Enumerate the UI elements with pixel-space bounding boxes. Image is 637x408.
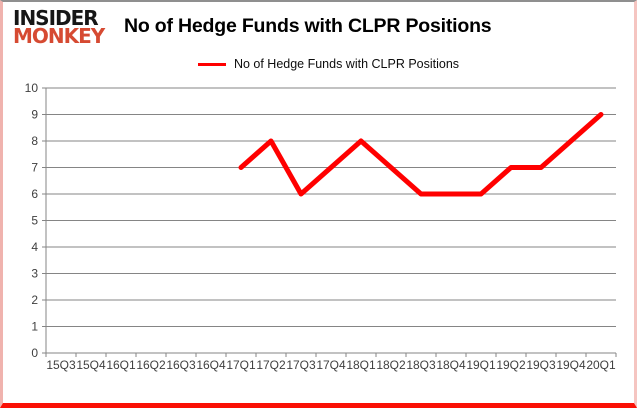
x-axis-label: 16Q3 xyxy=(166,358,196,372)
legend-label: No of Hedge Funds with CLPR Positions xyxy=(233,57,460,71)
y-axis-label: 3 xyxy=(31,267,38,281)
y-axis-label: 6 xyxy=(31,187,38,201)
legend-line-swatch xyxy=(197,62,226,66)
series-line xyxy=(238,112,604,197)
x-axis-label: 16Q2 xyxy=(136,358,166,372)
y-axis-label: 0 xyxy=(31,346,38,360)
x-axis-label: 18Q2 xyxy=(376,358,406,372)
chart-title: No of Hedge Funds with CLPR Positions xyxy=(124,15,492,37)
x-axis-label: 18Q4 xyxy=(436,358,466,372)
x-axis-label: 17Q3 xyxy=(286,358,316,372)
insider-monkey-logo: INSIDER MONKEY xyxy=(13,6,105,48)
x-axis-label: 19Q4 xyxy=(556,358,586,372)
x-axis-label: 19Q3 xyxy=(526,358,556,372)
y-axis-label: 10 xyxy=(25,81,39,95)
x-axis-label: 17Q2 xyxy=(256,358,286,372)
x-axis-label: 16Q1 xyxy=(106,358,136,372)
x-axis-label: 18Q3 xyxy=(406,358,436,372)
logo-text-monkey: MONKEY xyxy=(13,24,105,48)
y-axis-label: 5 xyxy=(31,214,38,228)
y-axis-label: 4 xyxy=(31,240,38,254)
x-axis-label: 19Q2 xyxy=(496,358,526,372)
y-axis-label: 8 xyxy=(31,134,38,148)
logo-text-insider: INSIDER xyxy=(13,6,99,30)
y-axis-label: 7 xyxy=(31,161,38,175)
x-axis-label: 17Q1 xyxy=(226,358,256,372)
chart-legend: No of Hedge Funds with CLPR Positions xyxy=(13,57,634,71)
y-axis-label: 1 xyxy=(31,320,38,334)
x-axis-label: 20Q1 xyxy=(586,358,616,372)
x-axis-label: 18Q1 xyxy=(346,358,376,372)
x-axis-label: 15Q3 xyxy=(46,358,76,372)
y-axis-label: 2 xyxy=(31,293,38,307)
x-axis-label: 15Q4 xyxy=(76,358,106,372)
chart-plot: 0 1 2 3 4 5 6 7 8 9 10 15Q3 15Q4 16Q1 16Q2 16Q3 16Q4 17Q1… xyxy=(25,81,617,372)
y-axis-label: 9 xyxy=(31,108,38,122)
x-axis-label: 17Q4 xyxy=(316,358,346,372)
x-axis-label: 19Q1 xyxy=(466,358,496,372)
x-axis-label: 16Q4 xyxy=(196,358,226,372)
